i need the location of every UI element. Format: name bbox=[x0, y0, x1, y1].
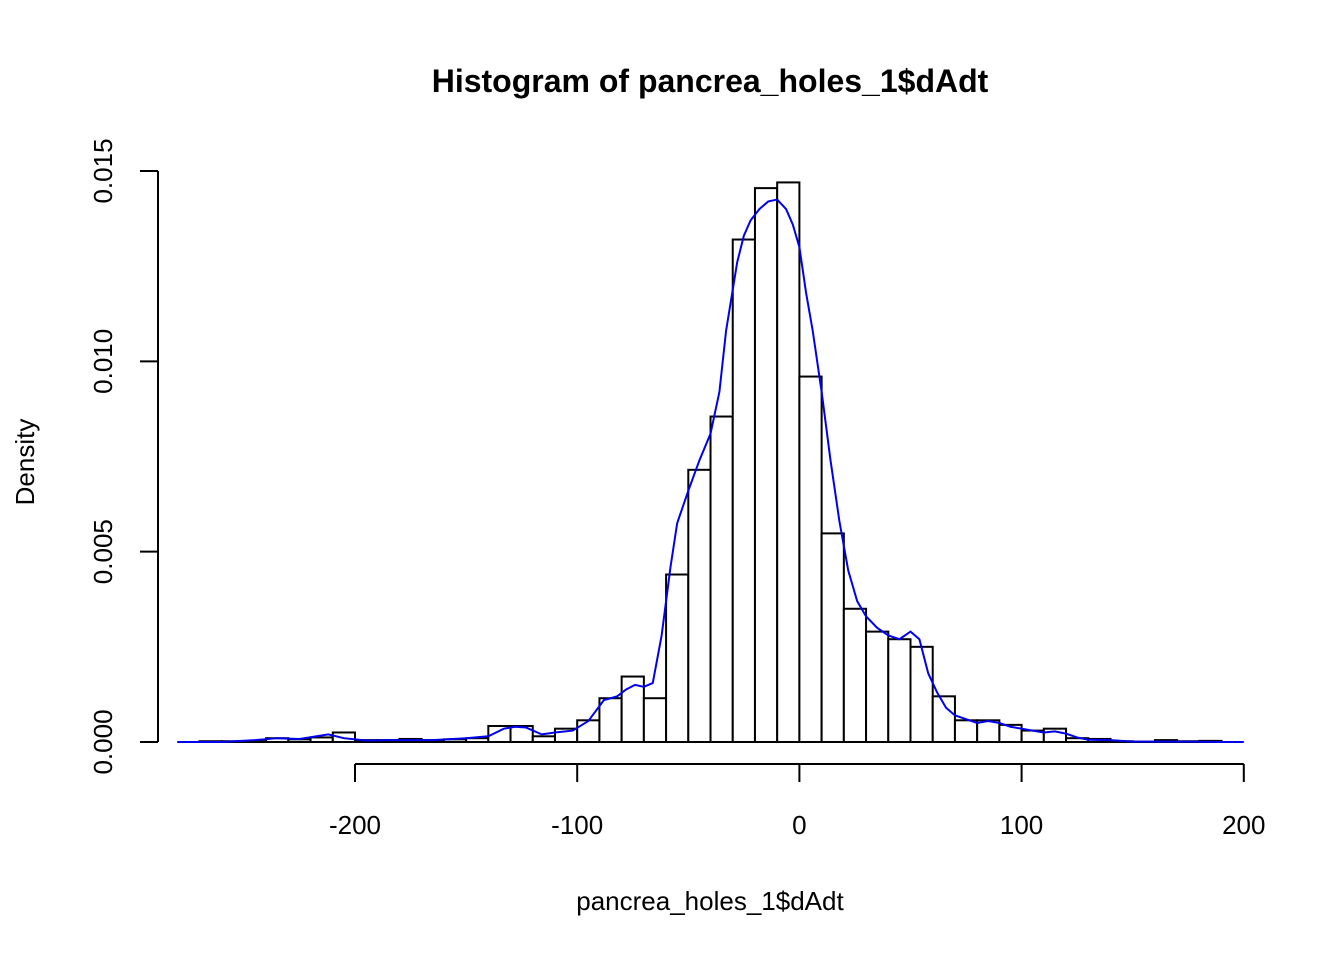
x-tick-label: 200 bbox=[1222, 810, 1265, 840]
histogram-bar bbox=[842, 607, 868, 744]
y-axis-label: Density bbox=[10, 419, 40, 506]
y-axis: 0.000 0.005 0.010 0.015 bbox=[88, 138, 159, 775]
histogram-bar bbox=[753, 187, 779, 743]
histogram-bar bbox=[953, 719, 979, 743]
y-tick-label: 0.010 bbox=[88, 329, 118, 394]
histogram-bars bbox=[198, 181, 1223, 744]
histogram-bar bbox=[531, 735, 556, 743]
histogram-bar bbox=[687, 468, 712, 743]
histogram-bar bbox=[798, 375, 823, 743]
histogram-bar bbox=[576, 719, 601, 743]
density-curve-line bbox=[177, 198, 1244, 743]
x-tick-label: 100 bbox=[1000, 810, 1043, 840]
histogram-bar bbox=[509, 725, 534, 744]
histogram-bar bbox=[820, 532, 845, 744]
histogram-bar bbox=[976, 719, 1001, 743]
y-tick-label: 0.000 bbox=[88, 709, 118, 774]
density-curve-group bbox=[177, 198, 1244, 743]
x-tick-label: -200 bbox=[329, 810, 381, 840]
x-tick-label: -100 bbox=[551, 810, 603, 840]
histogram-bar bbox=[731, 238, 756, 744]
histogram-bar bbox=[642, 697, 668, 743]
histogram-bar bbox=[865, 630, 890, 743]
histogram-bar bbox=[665, 573, 690, 744]
x-axis-label: pancrea_holes_1$dAdt bbox=[576, 886, 844, 916]
histogram-bar bbox=[309, 736, 334, 743]
histogram-bar bbox=[909, 645, 934, 744]
histogram-bar bbox=[887, 638, 912, 743]
histogram-bar bbox=[931, 695, 956, 744]
x-tick-label: 0 bbox=[792, 810, 806, 840]
y-tick-label: 0.015 bbox=[88, 138, 118, 203]
histogram-bar bbox=[598, 697, 623, 743]
chart-title: Histogram of pancrea_holes_1$dAdt bbox=[432, 63, 989, 99]
x-axis: -200 -100 0 100 200 bbox=[329, 763, 1265, 840]
histogram-bar bbox=[776, 181, 801, 744]
y-tick-label: 0.005 bbox=[88, 519, 118, 584]
histogram-bar bbox=[709, 415, 734, 743]
